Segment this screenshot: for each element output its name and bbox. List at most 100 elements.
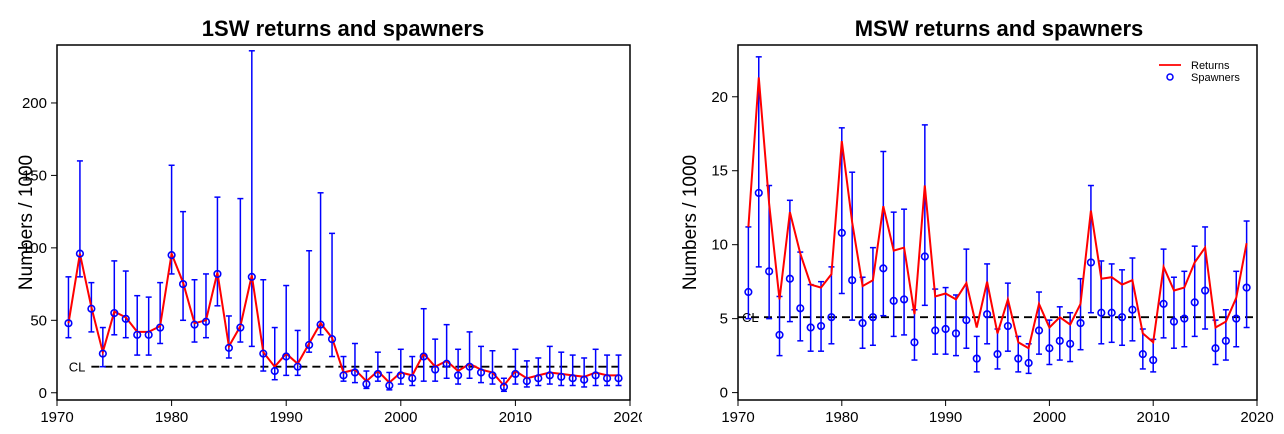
c2-spawner-point (931, 326, 940, 335)
c2-spawner-point (1086, 258, 1096, 267)
c2-spawner-point (775, 330, 784, 340)
c2-spawner-point (744, 287, 753, 297)
c1-spawner-point (87, 304, 96, 313)
c2-spawner-point (1128, 305, 1137, 314)
c1-spawner-point (316, 320, 325, 329)
chart-1sw-svg: 1SW returns and spawners Numbers / 1000 0 5… (16, 16, 642, 426)
c1-spawner-point (270, 366, 279, 376)
c1-spawner-point (396, 371, 405, 380)
chart-1sw-panel: 1SW returns and spawners Numbers / 1000 0 5… (16, 16, 642, 426)
c1-spawner-point (350, 368, 360, 377)
c1-spawner-point (408, 374, 417, 383)
c2-spawner-point (910, 338, 919, 347)
c2-spawner-point (983, 310, 992, 319)
c1-spawner-point (167, 251, 176, 260)
c2-spawner-point (765, 267, 774, 276)
c1-spawner-point (259, 349, 268, 358)
c1-spawner-point (247, 272, 256, 281)
c2-spawner-point (1045, 344, 1054, 353)
c1-cl-label: CL (69, 360, 86, 375)
c1-spawner-point (465, 362, 474, 371)
c1-spawner-point (476, 368, 486, 377)
c2-spawner-point (1211, 344, 1220, 353)
c1-spawner-point (98, 349, 107, 358)
c2-ytick-label: 5 (720, 311, 728, 328)
c1-xtick-label: 2000 (384, 409, 417, 426)
c1-spawner-point (602, 374, 612, 383)
c1-ytick-label: 100 (22, 240, 47, 257)
c1-spawner-point (522, 377, 531, 386)
c1-spawner-point (385, 381, 394, 390)
c1-spawner-point (201, 317, 211, 326)
c2-spawner-point (1014, 354, 1023, 363)
c2-spawner-point (879, 264, 888, 273)
c2-spawner-point (837, 228, 846, 237)
c2-spawner-point (1024, 358, 1033, 368)
c1-plot-frame (56, 44, 631, 401)
c1-ytick-label: 150 (22, 167, 47, 184)
c2-spawner-point (1190, 298, 1199, 307)
c1-ytick-label: 0 (39, 385, 47, 402)
c1-spawner-point (327, 335, 337, 344)
c2-spawner-point (796, 304, 805, 313)
c2-legend-spawners-label: Spawners (1191, 72, 1240, 84)
c2-xtick-label: 1970 (721, 409, 754, 426)
c1-spawner-point (373, 369, 382, 379)
c2-ytick-label: 10 (711, 237, 728, 254)
c2-spawner-point (1138, 350, 1147, 359)
c1-spawner-point (156, 323, 165, 332)
c1-spawner-point (580, 375, 589, 384)
c2-plot-frame (737, 44, 1258, 401)
c1-spawner-point (133, 330, 142, 339)
c2-spawner-point (1107, 308, 1116, 317)
c2-legend-returns-label: Returns (1191, 60, 1230, 72)
c2-spawner-point (899, 295, 909, 304)
c2-spawner-point (951, 329, 961, 338)
c2-title: MSW returns and spawners (855, 16, 1144, 41)
c1-spawner-point (499, 382, 509, 392)
c1-spawner-point (419, 352, 428, 361)
c2-spawner-point (941, 324, 950, 334)
c2-returns-line (747, 77, 1248, 350)
c2-xtick-label: 2000 (1033, 409, 1066, 426)
c2-spawner-point (1097, 308, 1106, 317)
c1-spawner-point (431, 365, 440, 374)
c2-ytick-label: 0 (720, 385, 728, 402)
c2-xtick-label: 2010 (1137, 409, 1170, 426)
c2-spawner-point (868, 313, 878, 322)
c2-spawner-point (848, 276, 857, 285)
c1-spawner-point (534, 374, 543, 383)
c1-spawner-point (110, 308, 119, 318)
c1-spawner-point (236, 323, 245, 332)
c2-spawner-point (1242, 283, 1251, 292)
c1-spawner-point (557, 372, 566, 381)
c2-spawner-point (962, 316, 971, 325)
c1-spawner-point (293, 362, 302, 371)
c1-xtick-label: 2010 (499, 409, 532, 426)
c2-spawner-point (806, 323, 815, 332)
c2-spawner-point (889, 296, 898, 305)
chart-msw-svg: MSW returns and spawners Numbers / 1000 0 5… (680, 16, 1274, 426)
c2-spawner-point (1221, 336, 1230, 345)
c2-spawner-point (816, 321, 826, 331)
c2-spawner-point (1034, 326, 1044, 335)
c1-spawner-point (144, 330, 153, 339)
c2-spawner-point (920, 252, 929, 261)
c2-xtick-label: 1980 (825, 409, 858, 426)
c1-spawner-point (591, 371, 600, 380)
c1-spawner-point (545, 371, 554, 380)
c1-xtick-label: 1990 (270, 409, 303, 426)
c2-spawner-point (1076, 318, 1085, 328)
c2-spawner-point (1055, 336, 1064, 345)
c2-spawner-point (1159, 299, 1168, 308)
c2-spawner-point (785, 274, 794, 283)
c2-spawner-point (1117, 313, 1127, 322)
c2-spawner-point (754, 188, 763, 198)
c1-spawner-point (190, 320, 199, 329)
c2-cl-label: CL (742, 310, 759, 325)
c1-spawner-point (614, 374, 623, 383)
c2-spawner-point (1066, 339, 1075, 348)
c1-spawner-point (339, 371, 348, 380)
c1-spawner-point (75, 249, 85, 258)
c2-spawner-point (1180, 314, 1189, 323)
